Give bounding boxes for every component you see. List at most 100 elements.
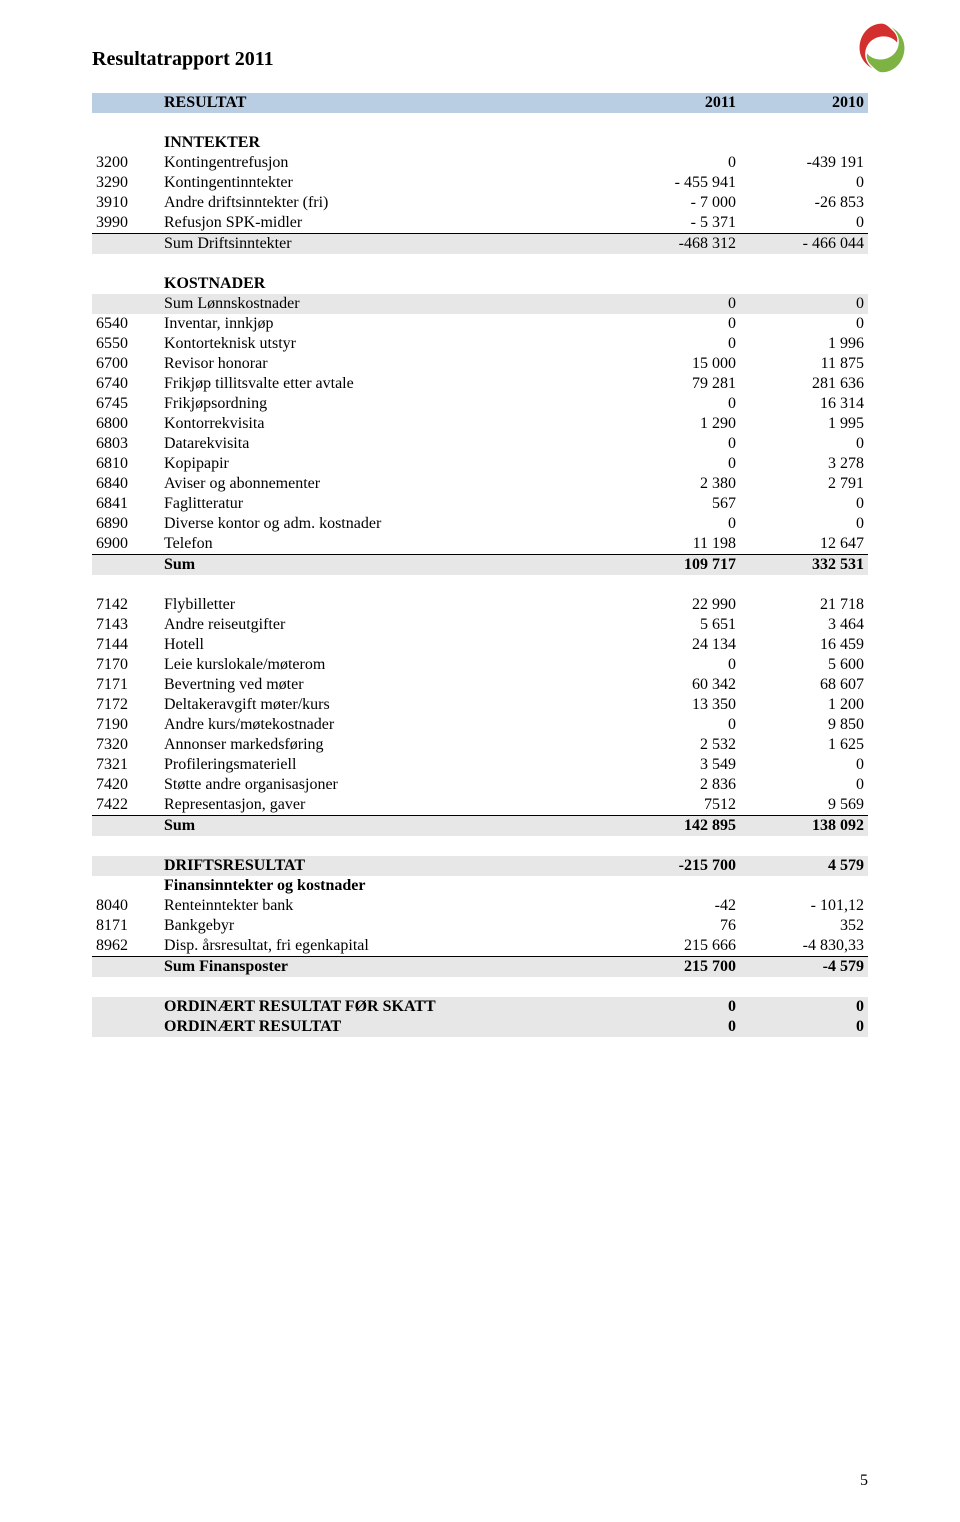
row-label: Diverse kontor og adm. kostnader [160, 514, 612, 534]
row-value-2011: 0 [612, 314, 740, 334]
row-value-2010: 12 647 [740, 534, 868, 555]
table-row: 6840Aviser og abonnementer2 3802 791 [92, 474, 868, 494]
finans-section: Finansinntekter og kostnader [92, 876, 868, 896]
table-row: 7420Støtte andre organisasjoner2 8360 [92, 775, 868, 795]
sum-v2: 0 [740, 294, 868, 314]
row-value-2010: 11 875 [740, 354, 868, 374]
row-value-2010: 16 314 [740, 394, 868, 414]
row-value-2011: 0 [612, 153, 740, 173]
row-code: 6740 [92, 374, 160, 394]
row-value-2010: 0 [740, 213, 868, 234]
row-code: 7190 [92, 715, 160, 735]
row-value-2010: 9 569 [740, 795, 868, 816]
sum-v2: 332 531 [740, 555, 868, 576]
table-row: 6550Kontorteknisk utstyr01 996 [92, 334, 868, 354]
row-label: Andre driftsinntekter (fri) [160, 193, 612, 213]
row-value-2010: -4 830,33 [740, 936, 868, 957]
table-row: 6700Revisor honorar15 00011 875 [92, 354, 868, 374]
row-value-2010: -26 853 [740, 193, 868, 213]
row-value-2010: 21 718 [740, 595, 868, 615]
row-value-2010: 0 [740, 173, 868, 193]
row-value-2010: 2 791 [740, 474, 868, 494]
row-value-2010: 0 [740, 314, 868, 334]
row-value-2010: 1 996 [740, 334, 868, 354]
row-value-2010: 1 625 [740, 735, 868, 755]
row-value-2011: - 5 371 [612, 213, 740, 234]
row-label: Kontorteknisk utstyr [160, 334, 612, 354]
sum-b-row: Sum 142 895 138 092 [92, 816, 868, 837]
logo-icon [852, 18, 912, 76]
label: DRIFTSRESULTAT [160, 856, 612, 876]
sum-v1: 0 [612, 294, 740, 314]
row-label: Profileringsmateriell [160, 755, 612, 775]
row-value-2010: 352 [740, 916, 868, 936]
page-title: Resultatrapport 2011 [92, 48, 868, 71]
row-code: 3290 [92, 173, 160, 193]
row-label: Frikjøp tillitsvalte etter avtale [160, 374, 612, 394]
row-code: 7320 [92, 735, 160, 755]
section-kostnader: KOSTNADER [92, 274, 868, 294]
row-code: 7142 [92, 595, 160, 615]
row-code: 3910 [92, 193, 160, 213]
row-code: 7144 [92, 635, 160, 655]
row-label: Representasjon, gaver [160, 795, 612, 816]
row-label: Disp. årsresultat, fri egenkapital [160, 936, 612, 957]
sum-v1: 215 700 [612, 957, 740, 978]
table-row: 3910Andre driftsinntekter (fri)- 7 000-2… [92, 193, 868, 213]
table-row: 7321Profileringsmateriell3 5490 [92, 755, 868, 775]
row-value-2010: - 101,12 [740, 896, 868, 916]
row-label: Hotell [160, 635, 612, 655]
section-inntekter: INNTEKTER [92, 133, 868, 153]
table-row: 8040Renteinntekter bank-42- 101,12 [92, 896, 868, 916]
table-row: 8962Disp. årsresultat, fri egenkapital21… [92, 936, 868, 957]
row-value-2010: 0 [740, 755, 868, 775]
row-code: 7170 [92, 655, 160, 675]
row-value-2011: 0 [612, 514, 740, 534]
row-code: 6550 [92, 334, 160, 354]
table-header-row: RESULTAT 2011 2010 [92, 93, 868, 113]
sum-finans-row: Sum Finansposter 215 700 -4 579 [92, 957, 868, 978]
row-code: 7420 [92, 775, 160, 795]
sum-a-row: Sum 109 717 332 531 [92, 555, 868, 576]
row-value-2011: - 7 000 [612, 193, 740, 213]
sum-v1: -468 312 [612, 234, 740, 255]
table-row: 7144Hotell24 13416 459 [92, 635, 868, 655]
sum-label: Sum [160, 555, 612, 576]
sum-v1: 109 717 [612, 555, 740, 576]
row-label: Kopipapir [160, 454, 612, 474]
table-row: 6841Faglitteratur5670 [92, 494, 868, 514]
row-label: Aviser og abonnementer [160, 474, 612, 494]
row-value-2010: 0 [740, 494, 868, 514]
sum-v2: 138 092 [740, 816, 868, 837]
row-code: 7171 [92, 675, 160, 695]
row-value-2011: 22 990 [612, 595, 740, 615]
row-label: Bevertning ved møter [160, 675, 612, 695]
row-value-2010: 1 200 [740, 695, 868, 715]
row-value-2011: 5 651 [612, 615, 740, 635]
row-value-2011: 2 532 [612, 735, 740, 755]
table-row: 7143Andre reiseutgifter5 6513 464 [92, 615, 868, 635]
v2: 0 [740, 997, 868, 1017]
v2: 0 [740, 1017, 868, 1037]
section-label: Finansinntekter og kostnader [160, 876, 612, 896]
sum-v2: -4 579 [740, 957, 868, 978]
row-label: Kontingentrefusjon [160, 153, 612, 173]
row-value-2010: 68 607 [740, 675, 868, 695]
row-value-2011: 2 836 [612, 775, 740, 795]
table-row: 6803Datarekvisita00 [92, 434, 868, 454]
label: ORDINÆRT RESULTAT FØR SKATT [160, 997, 612, 1017]
row-label: Kontingentinntekter [160, 173, 612, 193]
row-code: 6841 [92, 494, 160, 514]
sum-lonnskostnader-row: Sum Lønnskostnader 0 0 [92, 294, 868, 314]
table-row: 3990Refusjon SPK-midler- 5 3710 [92, 213, 868, 234]
table-row: 6740Frikjøp tillitsvalte etter avtale79 … [92, 374, 868, 394]
table-row: 7171Bevertning ved møter60 34268 607 [92, 675, 868, 695]
row-label: Faglitteratur [160, 494, 612, 514]
table-row: 7320Annonser markedsføring2 5321 625 [92, 735, 868, 755]
row-value-2011: 13 350 [612, 695, 740, 715]
v1: 0 [612, 997, 740, 1017]
header-year1: 2011 [612, 93, 740, 113]
v1: 0 [612, 1017, 740, 1037]
row-value-2010: 0 [740, 775, 868, 795]
row-value-2011: 3 549 [612, 755, 740, 775]
